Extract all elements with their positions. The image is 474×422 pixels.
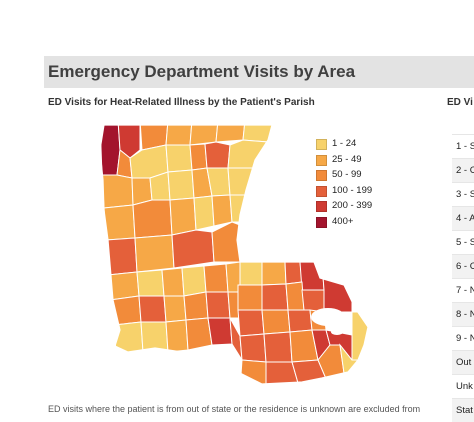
parish-region[interactable]	[161, 267, 185, 297]
parish-region[interactable]	[103, 204, 136, 241]
parish-region[interactable]	[117, 120, 141, 159]
footnote: ED visits where the patient is from out …	[48, 404, 421, 414]
section-header	[44, 56, 474, 88]
legend-label: 200 - 399	[332, 200, 373, 211]
parish-region[interactable]	[136, 269, 165, 297]
legend-swatch	[316, 139, 327, 150]
table-row[interactable]: Unk	[452, 374, 474, 398]
parish-region[interactable]	[211, 221, 241, 263]
legend-label: 400+	[332, 215, 354, 227]
region-table: 1 - S 2 - C 3 - S 4 - A 5 - S 6 - C 7 - …	[452, 134, 474, 422]
parish-region[interactable]	[134, 234, 175, 273]
table-row[interactable]: 3 - S	[452, 182, 474, 206]
legend-label: 25 - 49	[332, 153, 362, 165]
table-row[interactable]: 9 - N	[452, 326, 474, 350]
parish-region[interactable]	[321, 261, 353, 313]
table-row[interactable]: 8 - N	[452, 302, 474, 326]
parish-region[interactable]	[189, 120, 219, 146]
table-row[interactable]: 4 - A	[452, 206, 474, 230]
parish-region[interactable]	[261, 261, 287, 286]
parish-region[interactable]	[299, 261, 325, 291]
parish-region[interactable]	[165, 120, 193, 146]
table-title: ED Vi	[447, 97, 473, 108]
lake-maurepas	[331, 329, 343, 335]
parish-region[interactable]	[285, 281, 305, 311]
parish-region[interactable]	[203, 263, 229, 293]
parish-region[interactable]	[189, 143, 208, 171]
parish-region[interactable]	[193, 195, 215, 231]
parish-region[interactable]	[261, 283, 289, 311]
parish-region[interactable]	[205, 291, 231, 319]
legend-swatch	[316, 154, 327, 166]
section-title: Emergency Department Visits by Area	[48, 62, 356, 81]
parish-region[interactable]	[239, 261, 263, 286]
parish-region[interactable]	[211, 194, 233, 227]
table-row[interactable]: 1 - S	[452, 134, 474, 158]
state-outline	[99, 124, 369, 385]
parish-region[interactable]	[101, 174, 134, 209]
parish-region[interactable]	[215, 120, 246, 143]
parish-region[interactable]	[261, 309, 291, 335]
parish-region[interactable]	[165, 319, 189, 353]
parish-map	[99, 120, 369, 385]
legend-swatch	[316, 185, 327, 197]
parish-region[interactable]	[284, 261, 303, 285]
legend-swatch	[316, 216, 327, 228]
parish-region[interactable]	[239, 333, 267, 363]
parish-region[interactable]	[207, 317, 233, 346]
parish-region[interactable]	[204, 141, 231, 169]
parish-region[interactable]	[237, 284, 263, 311]
parish-region[interactable]	[163, 295, 187, 323]
parish-region[interactable]	[287, 309, 313, 333]
parish-region[interactable]	[167, 169, 195, 201]
table-row[interactable]: 5 - S	[452, 230, 474, 254]
parish-region[interactable]	[301, 289, 325, 313]
legend-label: 1 - 24	[332, 138, 357, 149]
parish-region[interactable]	[171, 229, 215, 269]
map-title: ED Visits for Heat-Related Illness by th…	[48, 97, 315, 108]
legend-swatch	[316, 201, 327, 212]
table-row[interactable]: 7 - N	[452, 278, 474, 302]
parish-region[interactable]	[169, 197, 197, 236]
parish-region[interactable]	[138, 295, 167, 323]
parish-region[interactable]	[227, 167, 261, 196]
parish-region[interactable]	[263, 331, 293, 363]
legend-label: 50 - 99	[332, 169, 362, 180]
table-row[interactable]: 6 - C	[452, 254, 474, 278]
parish-region[interactable]	[227, 139, 269, 169]
lake-pontchartrain	[311, 308, 345, 326]
parish-region[interactable]	[165, 144, 193, 173]
table-row[interactable]: Stat	[452, 398, 474, 422]
legend-swatch	[316, 170, 327, 181]
parish-region[interactable]	[237, 309, 265, 337]
table-row[interactable]: Out	[452, 350, 474, 374]
legend-label: 100 - 199	[332, 184, 373, 196]
parish-region[interactable]	[183, 291, 209, 321]
parish-region[interactable]	[185, 317, 213, 351]
table-row[interactable]: 2 - C	[452, 158, 474, 182]
parish-region[interactable]	[109, 295, 142, 326]
parish-region[interactable]	[132, 199, 173, 239]
parish-region[interactable]	[181, 265, 207, 297]
